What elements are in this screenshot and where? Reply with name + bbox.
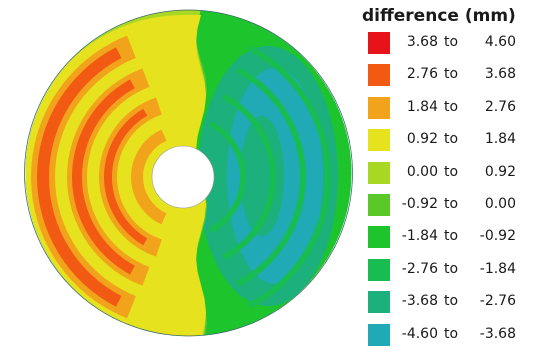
legend-low-value: 0.00 bbox=[406, 163, 438, 180]
legend-connector: to bbox=[444, 66, 459, 83]
band-yellow-sep2 bbox=[89, 87, 156, 267]
legend-row: -1.84 to -0.92 bbox=[368, 226, 534, 250]
legend-swatch bbox=[368, 194, 390, 216]
legend-connector: to bbox=[444, 34, 459, 50]
contour-left-half bbox=[25, 10, 331, 336]
legend-row: 2.76 to 3.68 bbox=[368, 64, 534, 88]
legend-swatch bbox=[368, 323, 390, 346]
legend-high-value: -2.76 bbox=[479, 293, 516, 310]
legend-connector: to bbox=[444, 196, 459, 212]
legend-swatch bbox=[368, 96, 390, 119]
legend-high-value: 0.00 bbox=[484, 196, 516, 212]
legend-high-value: 1.84 bbox=[484, 131, 516, 148]
legend: difference (mm) 3.68 to 4.60 2.76 to 3.68 1.84… bbox=[358, 0, 536, 351]
legend-high-value: -0.92 bbox=[479, 228, 516, 245]
legend-swatch bbox=[368, 291, 390, 314]
band-right-ring-3 bbox=[247, 45, 331, 309]
legend-low-value: -0.92 bbox=[401, 196, 438, 212]
band-yellow-sep3 bbox=[120, 117, 166, 237]
legend-row: 0.00 to 0.92 bbox=[368, 161, 534, 186]
legend-low-value: 2.76 bbox=[406, 66, 438, 83]
legend-low-value: -1.84 bbox=[401, 228, 438, 245]
legend-connector: to bbox=[444, 325, 459, 342]
legend-row: -2.76 to -1.84 bbox=[368, 258, 534, 283]
legend-swatch bbox=[368, 64, 390, 87]
disk-svg bbox=[24, 9, 353, 337]
legend-high-value: -3.68 bbox=[479, 325, 516, 342]
legend-high-value: 3.68 bbox=[484, 66, 516, 83]
legend-connector: to bbox=[444, 131, 459, 148]
legend-swatch bbox=[368, 32, 390, 54]
legend-row: -0.92 to 0.00 bbox=[368, 194, 534, 218]
legend-row: 0.92 to 1.84 bbox=[368, 129, 534, 153]
legend-high-value: 2.76 bbox=[484, 98, 516, 115]
contour-teal-inner bbox=[240, 116, 284, 236]
legend-row: 1.84 to 2.76 bbox=[368, 96, 534, 121]
legend-connector: to bbox=[444, 163, 459, 180]
legend-row: -4.60 to -3.68 bbox=[368, 323, 534, 348]
legend-low-value: 0.92 bbox=[406, 131, 438, 148]
legend-high-value: -1.84 bbox=[479, 260, 516, 277]
legend-swatch bbox=[368, 161, 390, 184]
legend-low-value: 3.68 bbox=[406, 34, 438, 50]
legend-swatch bbox=[368, 226, 390, 249]
legend-low-value: 1.84 bbox=[406, 98, 438, 115]
contour-disk-plot bbox=[24, 9, 353, 337]
legend-low-value: -3.68 bbox=[401, 293, 438, 310]
band-right-ring-1 bbox=[222, 94, 277, 260]
band-red-mid bbox=[72, 79, 135, 275]
legend-high-value: 4.60 bbox=[484, 34, 516, 50]
legend-connector: to bbox=[444, 293, 459, 310]
band-red-inner bbox=[103, 108, 148, 246]
legend-high-value: 0.92 bbox=[484, 163, 516, 180]
band-right-ring-2 bbox=[236, 67, 306, 287]
legend-connector: to bbox=[444, 98, 459, 115]
legend-low-value: -4.60 bbox=[401, 325, 438, 342]
legend-row: -3.68 to -2.76 bbox=[368, 291, 534, 315]
legend-row: 3.68 to 4.60 bbox=[368, 32, 534, 56]
legend-swatch bbox=[368, 258, 390, 281]
legend-connector: to bbox=[444, 228, 459, 245]
band-orange-hole bbox=[131, 129, 167, 225]
legend-swatch bbox=[368, 129, 390, 152]
band-right-ring-0 bbox=[208, 120, 247, 234]
legend-title: difference (mm) bbox=[362, 6, 516, 26]
legend-connector: to bbox=[444, 260, 459, 277]
center-hole bbox=[151, 145, 215, 209]
band-yellow-sep1 bbox=[57, 57, 146, 297]
disk-outline bbox=[24, 9, 353, 337]
band-orange-inner bbox=[98, 97, 162, 257]
band-red-outer bbox=[37, 47, 122, 307]
legend-low-value: -2.76 bbox=[401, 260, 438, 277]
